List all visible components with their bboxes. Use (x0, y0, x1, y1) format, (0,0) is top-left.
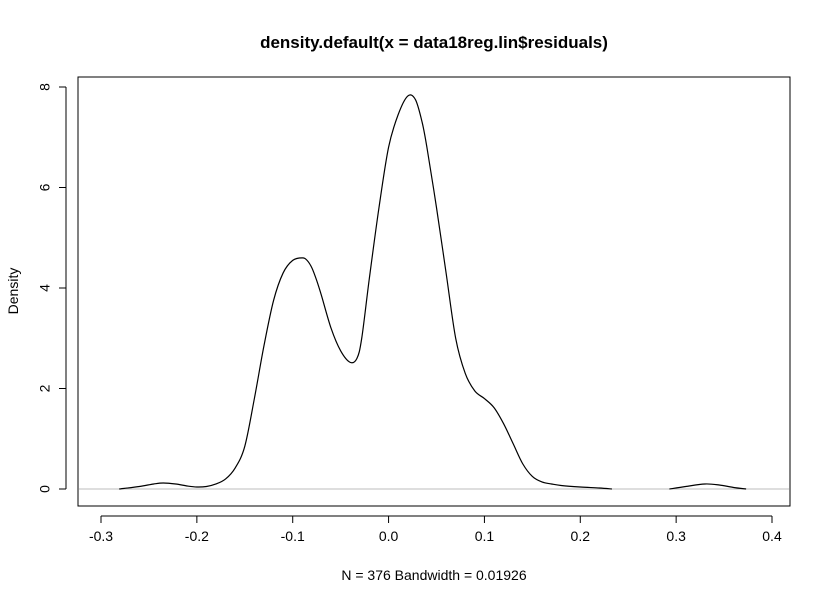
y-tick-label: 8 (37, 83, 53, 91)
chart-title: density.default(x = data18reg.lin$residu… (260, 33, 608, 52)
x-tick-label: 0.0 (379, 528, 399, 544)
y-tick-label: 0 (37, 485, 53, 493)
density-curve-2 (669, 483, 747, 490)
x-axis: -0.3 -0.2 -0.1 0.0 0.1 0.2 0.3 0.4 (89, 515, 782, 544)
series-layer (119, 94, 747, 490)
y-tick-label: 2 (37, 384, 53, 392)
y-tick-label: 6 (37, 183, 53, 191)
x-tick-label: 0.3 (666, 528, 686, 544)
x-tick-label: 0.1 (475, 528, 495, 544)
x-tick-label: 0.4 (762, 528, 782, 544)
y-axis-label: Density (5, 268, 21, 315)
y-tick-label: 4 (37, 284, 53, 292)
y-axis: 0 2 4 6 8 (37, 83, 67, 493)
x-tick-label: 0.2 (571, 528, 591, 544)
density-curve-1 (119, 94, 612, 490)
x-tick-label: -0.2 (185, 528, 209, 544)
x-axis-label: N = 376 Bandwidth = 0.01926 (341, 567, 526, 583)
x-tick-label: -0.1 (281, 528, 305, 544)
x-tick-label: -0.3 (89, 528, 113, 544)
plot-frame (77, 76, 791, 507)
